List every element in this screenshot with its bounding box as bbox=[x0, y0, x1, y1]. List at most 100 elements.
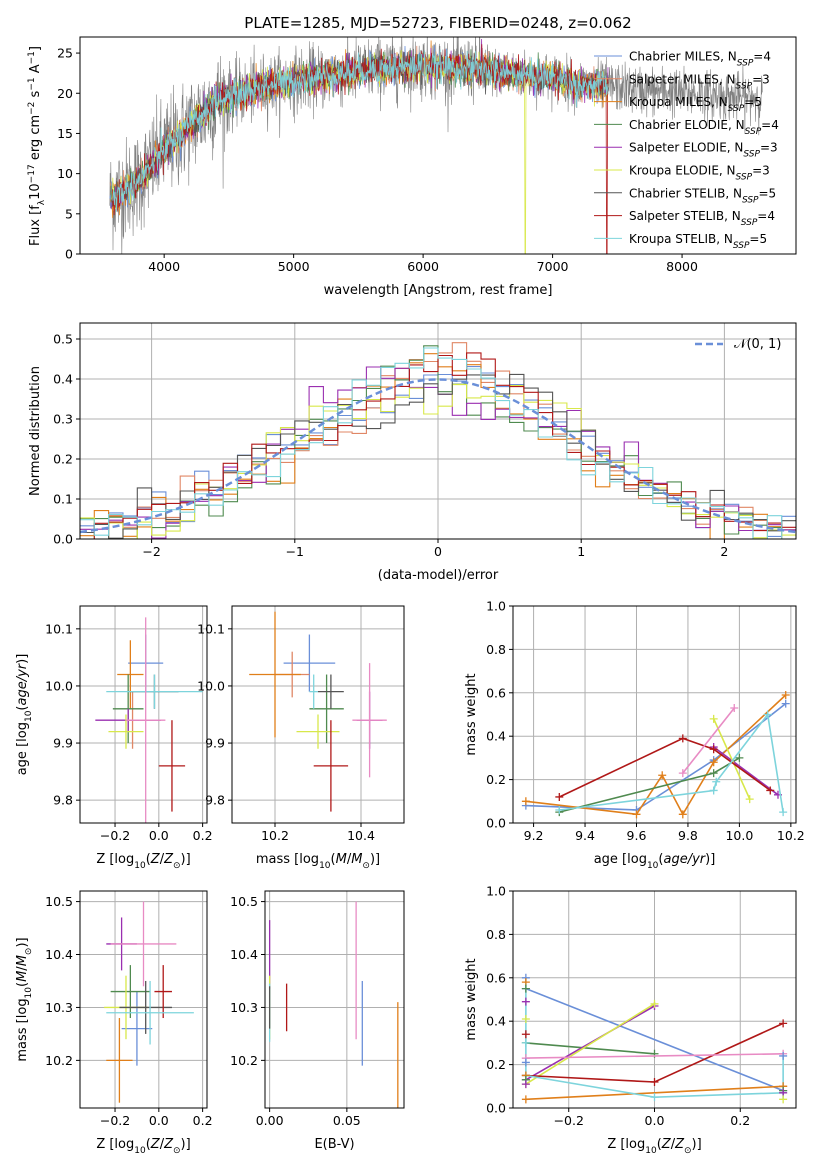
legend-entry: Kroupa STELIB, NSSP=5 bbox=[629, 232, 767, 251]
spectrum-ylabel: Flux [fλ10−17 erg cm−2 s−1 A−1] bbox=[27, 46, 47, 246]
mass_vs_Z-ytick-label: 10.4 bbox=[45, 947, 73, 962]
mass_vs_Z-ylabel-part: ( bbox=[15, 982, 30, 987]
mass_vs_ebv-ytick-label: 10.4 bbox=[230, 947, 258, 962]
series-line-4 bbox=[712, 718, 751, 800]
mass_vs_Z-points bbox=[104, 901, 194, 1103]
massweight_vs_age-xlabel-part: age [log bbox=[594, 852, 647, 867]
series-marker bbox=[709, 714, 718, 723]
series-marker bbox=[650, 999, 659, 1008]
spectrum-xtick-label: 6000 bbox=[407, 259, 439, 274]
age_vs_Z-xtick-label: −0.2 bbox=[100, 828, 130, 843]
massweight_vs_age-xtick-label: 9.2 bbox=[524, 828, 544, 843]
massweight_vs_Z-ytick-label: 0.2 bbox=[486, 1057, 506, 1072]
age_vs_Z-ylabel-part: age/yr bbox=[15, 662, 30, 705]
mass_vs_Z-ytick-label: 10.3 bbox=[45, 1000, 73, 1015]
mass_vs_Z-ytick-label: 10.5 bbox=[45, 894, 73, 909]
mass_vs_ebv-points bbox=[268, 901, 399, 1108]
residuals-ytick-label: 0.5 bbox=[53, 332, 73, 347]
series-marker bbox=[781, 699, 790, 708]
legend-entry-part: Chabrier STELIB, N bbox=[629, 186, 742, 200]
mass_vs_Z-frame bbox=[79, 890, 208, 1109]
age_vs_Z-ytick-label: 9.8 bbox=[53, 793, 73, 808]
legend-entry-part: Kroupa STELIB, N bbox=[629, 232, 733, 246]
spectrum-xtick-label: 7000 bbox=[537, 259, 569, 274]
spectrum-lines bbox=[109, 37, 763, 254]
age_vs_mass-xlabel-part: M bbox=[336, 852, 347, 867]
figure-title: PLATE=1285, MJD=52723, FIBERID=0248, z=0… bbox=[244, 14, 631, 32]
legend-entry: 𝒩(0, 1) bbox=[734, 337, 781, 352]
massweight_vs_age-ytick-label: 0.0 bbox=[486, 816, 506, 831]
legend-entry-part: =5 bbox=[744, 95, 762, 109]
age_vs_Z-frame bbox=[79, 605, 208, 824]
age_vs_Z-xlabel: Z [log10(Z/Z⊙)] bbox=[96, 852, 190, 871]
age_vs_Z-xlabel-part: ⊙ bbox=[173, 861, 181, 871]
spectrum-ylabel-part: −17 bbox=[27, 164, 37, 183]
stacked-marker bbox=[521, 997, 530, 1006]
mass_vs_Z-ylabel-part: M bbox=[15, 971, 30, 982]
legend-entry-part: SSP bbox=[736, 81, 753, 91]
histogram-5 bbox=[80, 384, 796, 539]
series-line-2 bbox=[525, 1042, 655, 1055]
age_vs_Z-xlabel-part: 10 bbox=[134, 861, 146, 871]
age_vs_mass-xlabel-part: / bbox=[347, 852, 352, 867]
histogram-7 bbox=[80, 352, 796, 539]
massweight_vs_Z-xtick-label: 0.2 bbox=[730, 1113, 750, 1128]
residuals-xlabel: (data-model)/error bbox=[378, 568, 499, 583]
age_vs_Z-xlabel-part: Z bbox=[150, 852, 161, 867]
residuals-ytick-label: 0.1 bbox=[53, 492, 73, 507]
series-marker bbox=[521, 1095, 530, 1104]
massweight_vs_Z-ytick-label: 0.4 bbox=[486, 1014, 506, 1029]
massweight_vs_Z-ytick-label: 0.6 bbox=[486, 970, 506, 985]
legend-entry: Chabrier MILES, NSSP=4 bbox=[629, 50, 771, 69]
stacked-marker bbox=[521, 1015, 530, 1024]
legend-entry: Salpeter MILES, NSSP=3 bbox=[629, 72, 770, 91]
legend-entry-part: SSP bbox=[737, 59, 754, 69]
stacked-marker bbox=[521, 1038, 530, 1047]
legend-entry-part: Salpeter MILES, N bbox=[629, 72, 736, 86]
mass_vs_Z-xlabel-part: ⊙ bbox=[173, 1146, 181, 1156]
age_vs_mass-ytick-label: 9.9 bbox=[205, 736, 225, 751]
spectrum-panel: 4000 5000 6000 7000 8000 0 5 10 15 20 25 wavelength… bbox=[27, 36, 797, 298]
series-line-4 bbox=[525, 1003, 655, 1085]
residuals-ytick-label: 0.3 bbox=[53, 412, 73, 427]
series-marker bbox=[766, 786, 775, 795]
spectrum-ylabel-part: A bbox=[28, 64, 43, 77]
age_vs_mass-xlabel: mass [log10(M/M⊙)] bbox=[256, 852, 380, 871]
age_vs_Z-xlabel-part: / bbox=[160, 852, 165, 867]
massweight_vs_Z-xlabel-part: )] bbox=[692, 1137, 702, 1152]
mass_vs_ebv-ytick-label: 10.5 bbox=[230, 894, 258, 909]
massweight_vs_age-xtick-label: 10.0 bbox=[725, 828, 753, 843]
mass_vs_Z-xlabel-part: ( bbox=[146, 1137, 151, 1152]
spectrum-ytick-label: 0 bbox=[65, 247, 73, 262]
stacked-marker bbox=[779, 1051, 788, 1060]
series-line-7 bbox=[682, 707, 735, 774]
stacked-marker bbox=[521, 1058, 530, 1067]
series-marker bbox=[678, 734, 687, 743]
massweight_vs_age-frame bbox=[512, 605, 797, 824]
stacked-marker bbox=[521, 984, 530, 993]
mass_vs_Z-ylabel-part: )] bbox=[15, 937, 30, 947]
spectrum-ylabel-part: 10 bbox=[28, 183, 43, 200]
series-marker bbox=[735, 753, 744, 762]
spectrum-ylabel-part: s bbox=[28, 90, 43, 101]
massweight_vs_Z-xlabel-part: ⊙ bbox=[684, 1146, 692, 1156]
age_vs_mass-xlabel-part: mass [log bbox=[256, 852, 319, 867]
mass_vs_ebv-ytick-label: 10.2 bbox=[230, 1053, 258, 1068]
age_vs_Z-ylabel-part: )] bbox=[15, 654, 30, 664]
residuals-ytick-label: 0.4 bbox=[53, 372, 73, 387]
spectrum-ytick-label: 25 bbox=[57, 46, 73, 61]
mass_vs_Z-ylabel-part: mass [log bbox=[15, 998, 30, 1061]
series-marker bbox=[730, 703, 739, 712]
series-line-0 bbox=[525, 987, 784, 1092]
residuals-panel: −2 −1 0 1 2 0.0 0.1 0.2 0.3 0.4 0.5 (data-model)/er… bbox=[28, 322, 797, 583]
series-marker bbox=[781, 690, 790, 699]
mass_vs_ebv-xtick-label: 0.05 bbox=[333, 1113, 361, 1128]
spectrum-ylabel-part: ] bbox=[28, 46, 43, 51]
spectrum-ylabel-part: −2 bbox=[27, 102, 37, 115]
massweight_vs_Z-xlabel-part: Z [log bbox=[607, 1137, 645, 1152]
age_vs_Z-ytick-label: 10.0 bbox=[45, 678, 73, 693]
age_vs_mass-xlabel-part: M bbox=[351, 852, 362, 867]
legend-entry-part: =3 bbox=[752, 72, 770, 86]
mass_vs_Z-xtick-label: 0.2 bbox=[193, 1113, 213, 1128]
age_vs_Z-xlabel-part: ( bbox=[146, 852, 151, 867]
